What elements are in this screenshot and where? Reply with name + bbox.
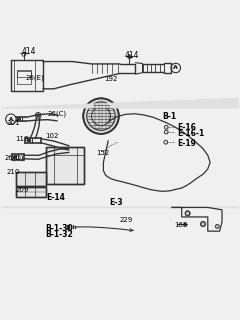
Polygon shape <box>1 207 240 231</box>
Text: E-16-1: E-16-1 <box>177 129 204 139</box>
Text: A: A <box>173 66 178 70</box>
Text: 229: 229 <box>120 217 133 223</box>
Text: 26(D): 26(D) <box>4 154 24 161</box>
Text: E-19: E-19 <box>177 139 196 148</box>
Circle shape <box>215 225 219 228</box>
Text: 26(E): 26(E) <box>25 75 44 81</box>
Text: 113: 113 <box>16 136 29 142</box>
Bar <box>17 71 31 84</box>
Circle shape <box>83 98 119 134</box>
Text: B-1-30: B-1-30 <box>45 224 73 233</box>
Circle shape <box>28 139 31 142</box>
Circle shape <box>201 222 205 227</box>
Polygon shape <box>1 58 240 108</box>
Bar <box>16 172 47 186</box>
Text: 192: 192 <box>105 76 118 82</box>
Text: 414: 414 <box>22 47 36 56</box>
Text: B-1-32: B-1-32 <box>45 229 73 238</box>
Text: 26(C): 26(C) <box>48 110 67 117</box>
Text: E-16: E-16 <box>177 124 196 132</box>
Text: E-14: E-14 <box>47 194 65 203</box>
Text: 166: 166 <box>174 221 188 228</box>
Text: 209: 209 <box>16 187 29 193</box>
Text: E-3: E-3 <box>109 198 123 207</box>
Circle shape <box>13 156 17 159</box>
Bar <box>16 172 47 186</box>
Text: A: A <box>9 117 13 122</box>
Text: 152: 152 <box>96 150 109 156</box>
Text: 414: 414 <box>125 51 139 60</box>
Bar <box>16 187 47 197</box>
Bar <box>16 187 47 197</box>
Circle shape <box>36 114 40 117</box>
Text: 301: 301 <box>6 120 20 126</box>
Text: 102: 102 <box>45 133 59 139</box>
Text: B-1: B-1 <box>163 112 177 121</box>
Circle shape <box>185 211 190 216</box>
Bar <box>47 147 84 184</box>
Circle shape <box>17 117 21 121</box>
Bar <box>47 147 84 184</box>
Bar <box>17 70 31 77</box>
Text: 210: 210 <box>6 169 19 175</box>
